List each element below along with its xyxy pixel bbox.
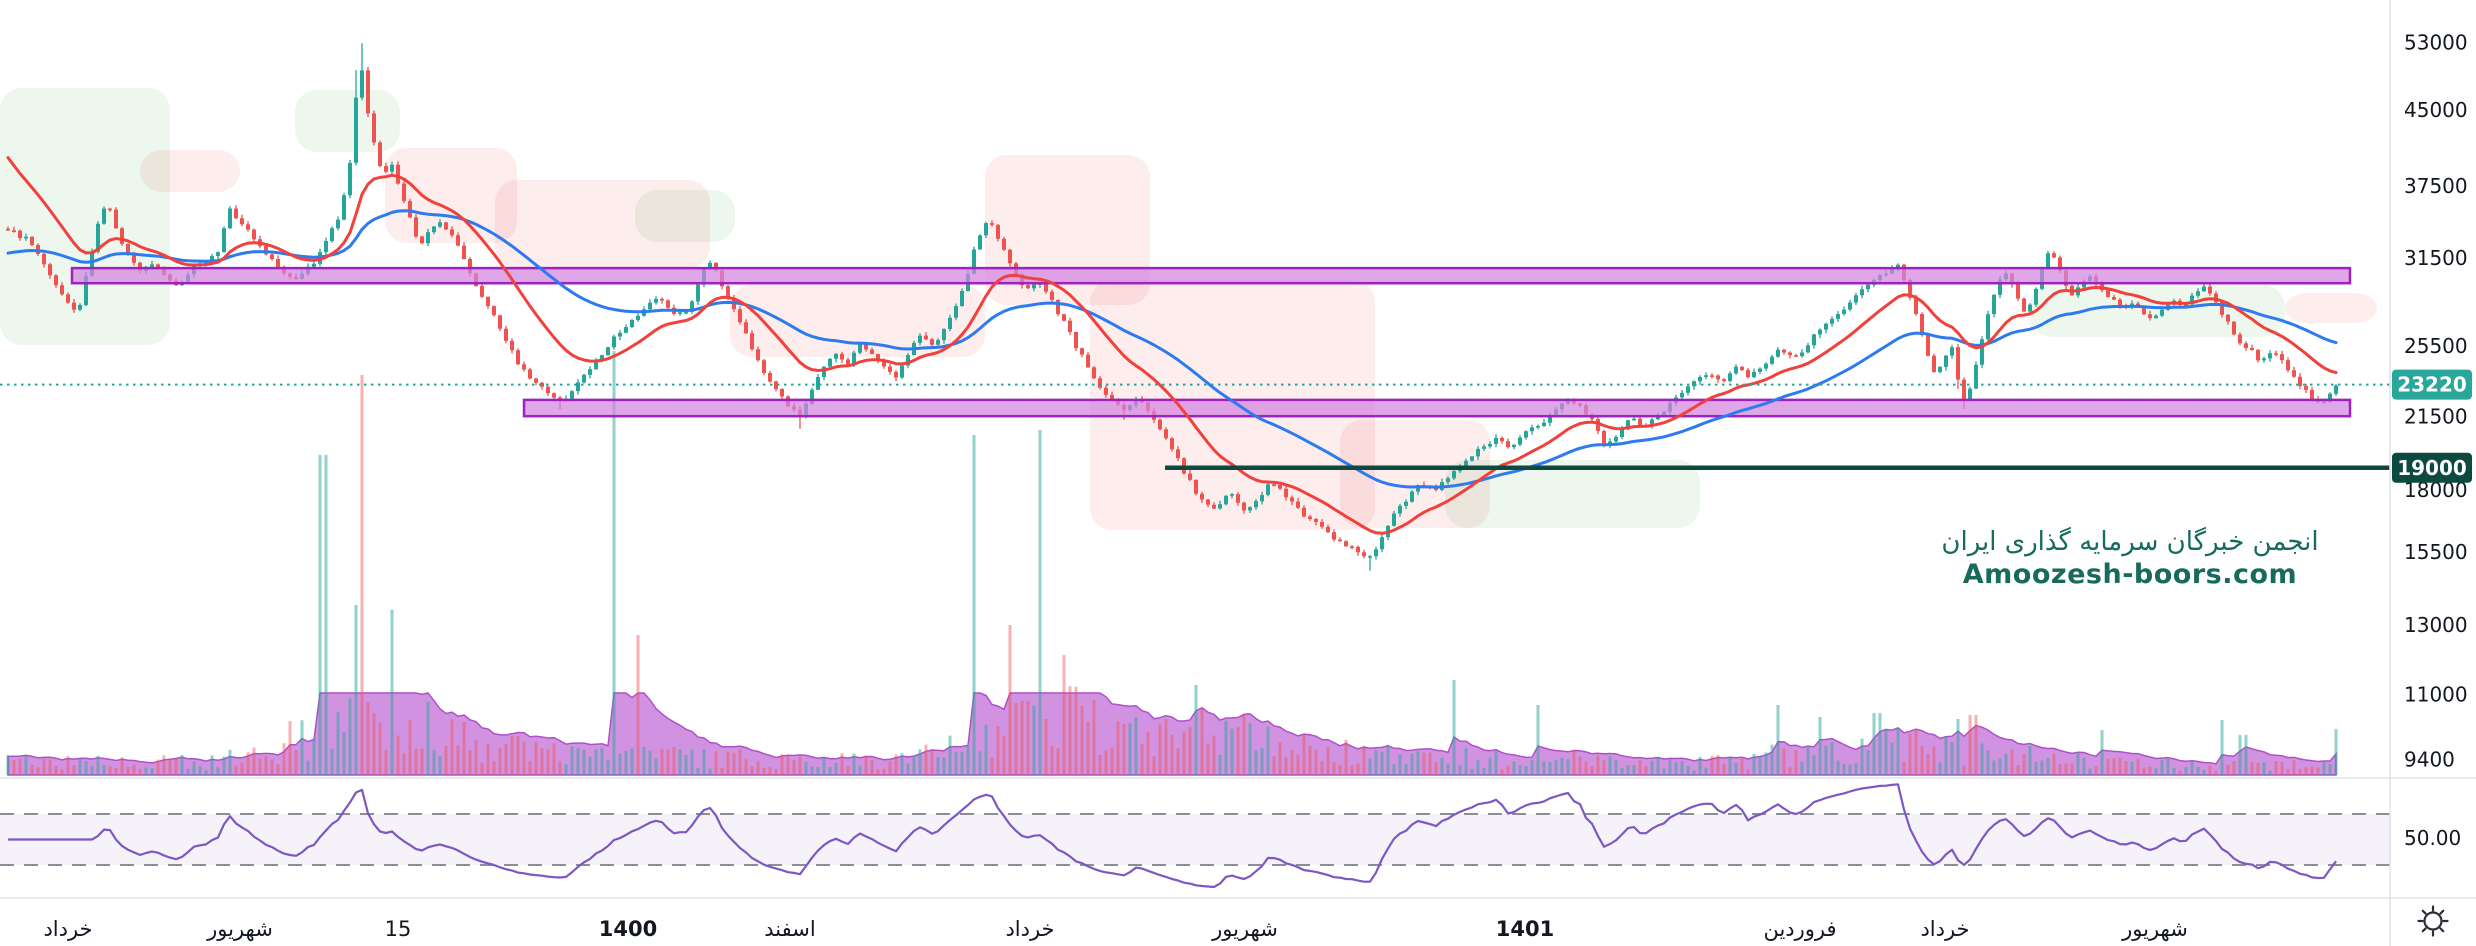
price-tick: 15500 — [2404, 540, 2468, 564]
time-tick: خرداد — [43, 917, 92, 941]
time-tick: 1401 — [1496, 917, 1554, 941]
price-tick: 45000 — [2404, 98, 2468, 122]
settings-gear-icon[interactable] — [2417, 905, 2449, 937]
time-tick: فروردین — [1763, 917, 1836, 941]
time-tick: 1400 — [599, 917, 657, 941]
time-tick: خرداد — [1920, 917, 1969, 941]
price-badge: 23220 — [2397, 373, 2467, 397]
price-tick: 9400 — [2404, 748, 2455, 772]
price-tick: 25500 — [2404, 334, 2468, 358]
rsi-axis-tick: 50.00 — [2404, 826, 2461, 850]
rsi-pane — [0, 783, 2390, 889]
price-tick: 13000 — [2404, 613, 2468, 637]
time-tick: شهریور — [1211, 917, 1278, 941]
moving-average-lines — [6, 156, 2338, 535]
time-axis[interactable]: خرداد شهریور 15 1400 اسفند خرداد شهریور 1401 فرو… — [43, 917, 2187, 941]
time-tick: 15 — [385, 917, 412, 941]
price-badge: 19000 — [2397, 456, 2467, 480]
price-axis[interactable]: 5300045000375003150025500215001800015500… — [2404, 30, 2468, 771]
price-tick: 11000 — [2404, 682, 2468, 706]
supply-demand-zones[interactable] — [70, 266, 2352, 418]
volume-histogram — [6, 351, 2338, 776]
price-tick: 53000 — [2404, 30, 2468, 54]
candlesticks[interactable] — [6, 43, 2338, 571]
time-tick: شهریور — [206, 917, 273, 941]
price-tick: 21500 — [2404, 405, 2468, 429]
time-tick: شهریور — [2121, 917, 2188, 941]
time-tick: اسفند — [764, 917, 815, 941]
price-tick: 31500 — [2404, 246, 2468, 270]
price-badges: 19000 23220 — [2392, 369, 2472, 483]
price-tick: 37500 — [2404, 174, 2468, 198]
time-tick: خرداد — [1005, 917, 1054, 941]
